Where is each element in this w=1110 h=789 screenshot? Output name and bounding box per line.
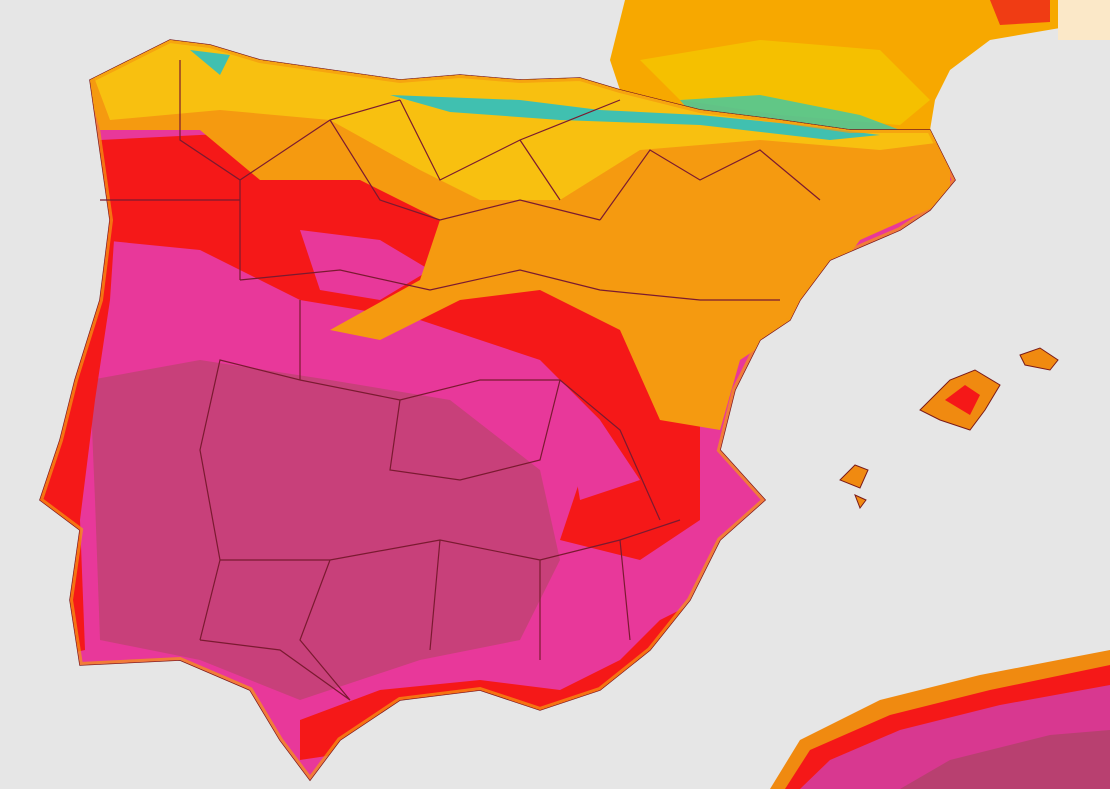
cool-peaks xyxy=(190,50,880,140)
africa-dark xyxy=(900,730,1110,789)
mallorca-hot xyxy=(945,385,980,415)
switzerland-corner xyxy=(1058,0,1110,40)
north-africa xyxy=(770,650,1110,789)
border xyxy=(199,269,780,641)
africa-fill xyxy=(785,665,1110,789)
border xyxy=(100,60,821,280)
border xyxy=(199,519,681,701)
france-pyrenees xyxy=(680,95,900,135)
menorca xyxy=(1019,347,1059,371)
ibiza xyxy=(839,464,869,510)
france-hot-zone xyxy=(990,0,1050,25)
orange-band xyxy=(80,60,950,430)
province-borders xyxy=(100,60,821,701)
hottest-zone xyxy=(90,360,560,700)
